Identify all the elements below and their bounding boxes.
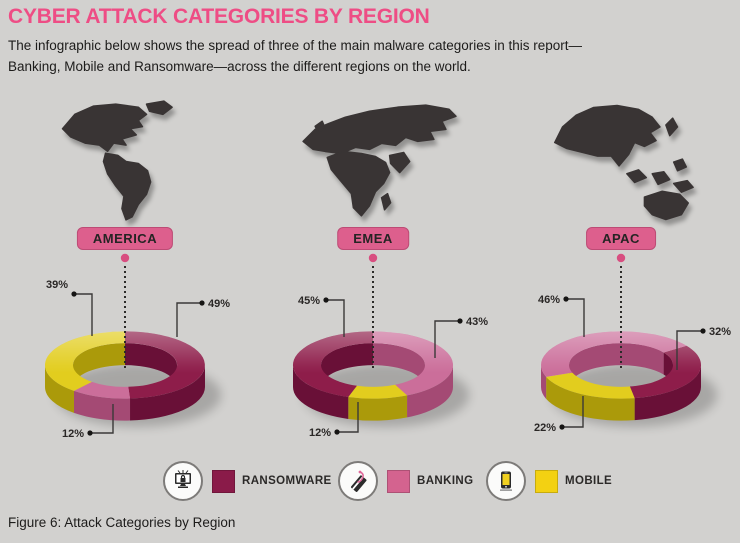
legend-label-mobile: MOBILE — [565, 475, 613, 487]
callout-dot — [199, 300, 205, 306]
callout-line — [676, 330, 703, 370]
legend-swatch-ransomware — [212, 469, 235, 493]
donut-outer-wall-banking — [541, 365, 547, 399]
apac-silhouette-icon — [553, 104, 694, 221]
callout-dot — [700, 328, 706, 334]
donut-inner-wall-mobile — [73, 343, 125, 387]
donut-outer-wall-mobile — [45, 365, 75, 413]
percent-label-emea-ransomware: 45% — [298, 295, 320, 307]
donut-inner-wall-ransomware — [125, 343, 177, 387]
percent-label-america-ransomware: 49% — [208, 298, 230, 310]
legend-swatch-mobile — [535, 469, 558, 493]
region-pointer-dot — [120, 253, 130, 263]
callout-dot — [563, 296, 569, 302]
legend: RANSOMWARE BANKING — [0, 461, 740, 505]
donut-outer-wall-banking — [407, 365, 453, 418]
map-americas — [45, 98, 205, 231]
percent-label-apac-ransomware: 32% — [709, 326, 731, 338]
emea-silhouette-icon — [302, 104, 457, 217]
callout-line — [90, 404, 114, 434]
percent-label-emea-banking: 43% — [466, 316, 488, 328]
donut-sheen — [44, 331, 205, 399]
legend-item-ransomware: RANSOMWARE — [163, 461, 332, 501]
callout-line — [337, 402, 359, 433]
callout-dot — [323, 297, 329, 303]
callout-line — [566, 298, 585, 337]
callout-dot — [457, 318, 463, 324]
region-pointer-dot — [368, 253, 378, 263]
percent-label-emea-mobile: 12% — [309, 427, 331, 439]
map-apac — [543, 96, 699, 235]
mobile-phone-icon — [486, 461, 526, 501]
donut-outer-wall-ransomware — [634, 365, 701, 421]
donut-outer-wall-ransomware — [293, 365, 349, 419]
donut-sheen — [292, 331, 453, 399]
percent-label-apac-mobile: 22% — [534, 422, 556, 434]
donut-outer-wall-mobile — [348, 395, 408, 421]
map-emea — [285, 98, 461, 231]
region-pointer-dot — [616, 253, 626, 263]
donut-inner-wall-ransomware — [321, 343, 373, 387]
donut-inner-wall-banking — [569, 343, 621, 387]
legend-label-ransomware: RANSOMWARE — [242, 475, 332, 487]
figure-caption: Figure 6: Attack Categories by Region — [8, 515, 236, 530]
callout-line — [562, 396, 584, 428]
callout-line — [434, 320, 460, 358]
donut-inner-wall-banking — [373, 343, 425, 387]
donut-inner-wall-banking — [621, 343, 664, 375]
legend-label-banking: BANKING — [417, 475, 474, 487]
legend-item-mobile: MOBILE — [486, 461, 612, 501]
subtitle-line-2: Banking, Mobile and Ransomware—across th… — [8, 59, 471, 74]
percent-label-apac-banking: 46% — [538, 294, 560, 306]
callout-dot — [87, 430, 93, 436]
callout-dot — [559, 424, 565, 430]
donut-outer-wall-banking — [74, 390, 131, 421]
region-label-apac: APAC — [586, 227, 656, 250]
percent-label-america-banking: 12% — [62, 428, 84, 440]
callout-line — [326, 299, 345, 337]
callout-dot — [71, 291, 77, 297]
callout-line — [176, 302, 202, 337]
ransomware-monitor-lock-icon — [163, 461, 203, 501]
region-label-emea: EMEA — [337, 227, 409, 250]
donut-outer-wall-mobile — [546, 376, 635, 421]
donut-outer-wall-ransomware — [130, 365, 205, 421]
region-label-america: AMERICA — [76, 227, 174, 250]
legend-item-banking: BANKING — [338, 461, 473, 501]
callout-dot — [334, 429, 340, 435]
callout-line — [74, 293, 93, 336]
page-subtitle: The infographic below shows the spread o… — [8, 35, 628, 77]
page-title: CYBER ATTACK CATEGORIES BY REGION — [8, 5, 430, 28]
legend-swatch-banking — [387, 469, 410, 493]
americas-silhouette-icon — [61, 100, 173, 221]
percent-label-america-mobile: 39% — [46, 279, 68, 291]
banking-card-hook-icon — [338, 461, 378, 501]
donut-sheen — [541, 331, 702, 399]
subtitle-line-1: The infographic below shows the spread o… — [8, 38, 583, 53]
